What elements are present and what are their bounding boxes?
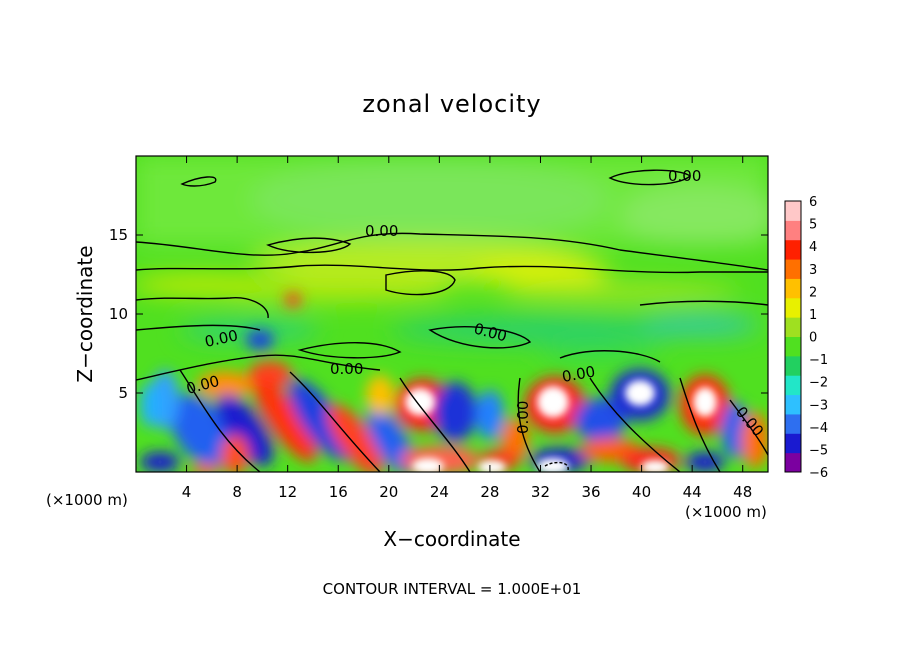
colorbar-tick-label: 4 <box>809 240 817 255</box>
contour-label: 0.00 <box>561 362 597 386</box>
contour-interval-note: CONTOUR INTERVAL = 1.000E+01 <box>323 580 582 598</box>
x-unit-label-right: (×1000 m) <box>685 503 767 521</box>
x-tick-label: 12 <box>278 483 297 501</box>
x-tick-label: 44 <box>683 483 702 501</box>
colorbar-swatch <box>785 239 801 260</box>
x-tick-label: 4 <box>182 483 192 501</box>
colorbar-swatch <box>785 317 801 337</box>
colorbar-tick-label: 1 <box>809 308 817 323</box>
y-axis: 5 10 15 <box>109 226 768 402</box>
colorbar-tick-label: −2 <box>809 376 828 391</box>
x-unit-label: (×1000 m) <box>46 491 128 509</box>
colorbar-tick-label: 6 <box>809 195 817 210</box>
colorbar-swatch <box>785 394 801 415</box>
colorbar-frame <box>784 200 802 473</box>
colorbar-tick-label: 3 <box>809 263 817 278</box>
chart-title: zonal velocity <box>362 90 541 118</box>
x-tick-label: 24 <box>430 483 449 501</box>
colorbar-swatch <box>785 259 801 279</box>
colorbar: 6 5 4 3 2 1 0 −1 −2 −3 −4 −5 −6 <box>784 195 828 481</box>
contour-label: 0.00 <box>365 222 398 240</box>
colorbar-tick-label: −4 <box>809 421 828 436</box>
x-tick-label: 16 <box>329 483 348 501</box>
x-axis-label: X−coordinate <box>383 527 520 551</box>
colorbar-swatch <box>785 336 801 357</box>
contour-label: 0.00 <box>330 360 363 378</box>
colorbar-swatch <box>785 297 801 318</box>
x-tick-label: 48 <box>733 483 752 501</box>
colorbar-tick-label: 5 <box>809 218 817 233</box>
colorbar-swatch <box>785 452 801 473</box>
colorbar-swatch <box>785 201 801 221</box>
contour-label: 0.00 <box>514 401 532 434</box>
x-axis: 4 8 12 16 20 24 28 32 36 40 44 48 <box>182 156 752 501</box>
contour-lines <box>136 169 768 472</box>
colorbar-tick-label: −1 <box>809 353 828 368</box>
colorbar-tick-label: −5 <box>809 443 828 458</box>
x-tick-label: 32 <box>531 483 550 501</box>
plot-area <box>136 156 768 472</box>
colorbar-tick-label: −3 <box>809 398 828 413</box>
y-tick-label: 10 <box>109 305 128 323</box>
colorbar-swatch <box>785 355 801 376</box>
colorbar-swatch <box>785 278 801 299</box>
contour-label: 0.00 <box>668 167 701 185</box>
colorbar-swatch <box>785 433 801 454</box>
y-axis-label: Z−coordinate <box>73 245 97 382</box>
x-tick-label: 40 <box>632 483 651 501</box>
colorbar-tick-label: 0 <box>809 331 817 346</box>
colorbar-swatch <box>785 220 801 241</box>
colorbar-tick-label: −6 <box>809 466 828 481</box>
y-tick-label: 5 <box>118 384 128 402</box>
colorbar-swatch <box>785 413 801 434</box>
x-tick-label: 36 <box>581 483 600 501</box>
y-tick-label: 15 <box>109 226 128 244</box>
colorbar-swatch <box>785 375 801 396</box>
x-tick-label: 20 <box>379 483 398 501</box>
x-tick-label: 8 <box>232 483 242 501</box>
colorbar-tick-label: 2 <box>809 285 817 300</box>
x-tick-label: 28 <box>480 483 499 501</box>
